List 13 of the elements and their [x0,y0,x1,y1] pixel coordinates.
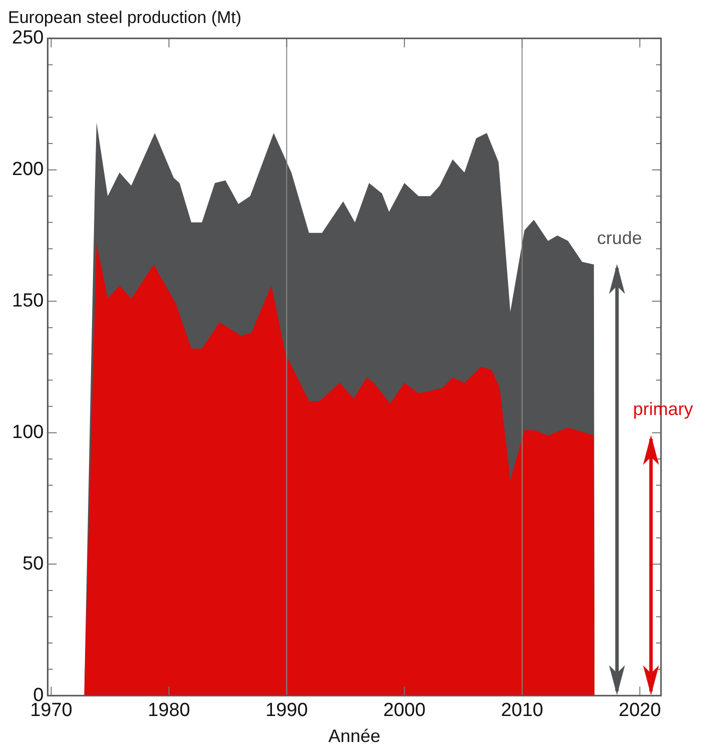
x-tick-label: 2000 [383,700,426,722]
x-tick-label: 1990 [266,700,308,722]
x-tick-label: 2020 [618,700,661,722]
y-tick-label: 200 [12,159,44,180]
chart-title: European steel production (Mt) [8,8,242,27]
series-label: crude [597,228,642,250]
x-tick-label: 2010 [500,700,544,722]
y-tick-label: 150 [12,290,44,312]
y-tick-label: 250 [12,28,44,49]
x-tick-label: 1980 [148,700,190,722]
x-axis-title: Année [328,726,380,746]
y-tick-label: 50 [22,553,44,574]
y-tick-label: 100 [12,422,44,443]
